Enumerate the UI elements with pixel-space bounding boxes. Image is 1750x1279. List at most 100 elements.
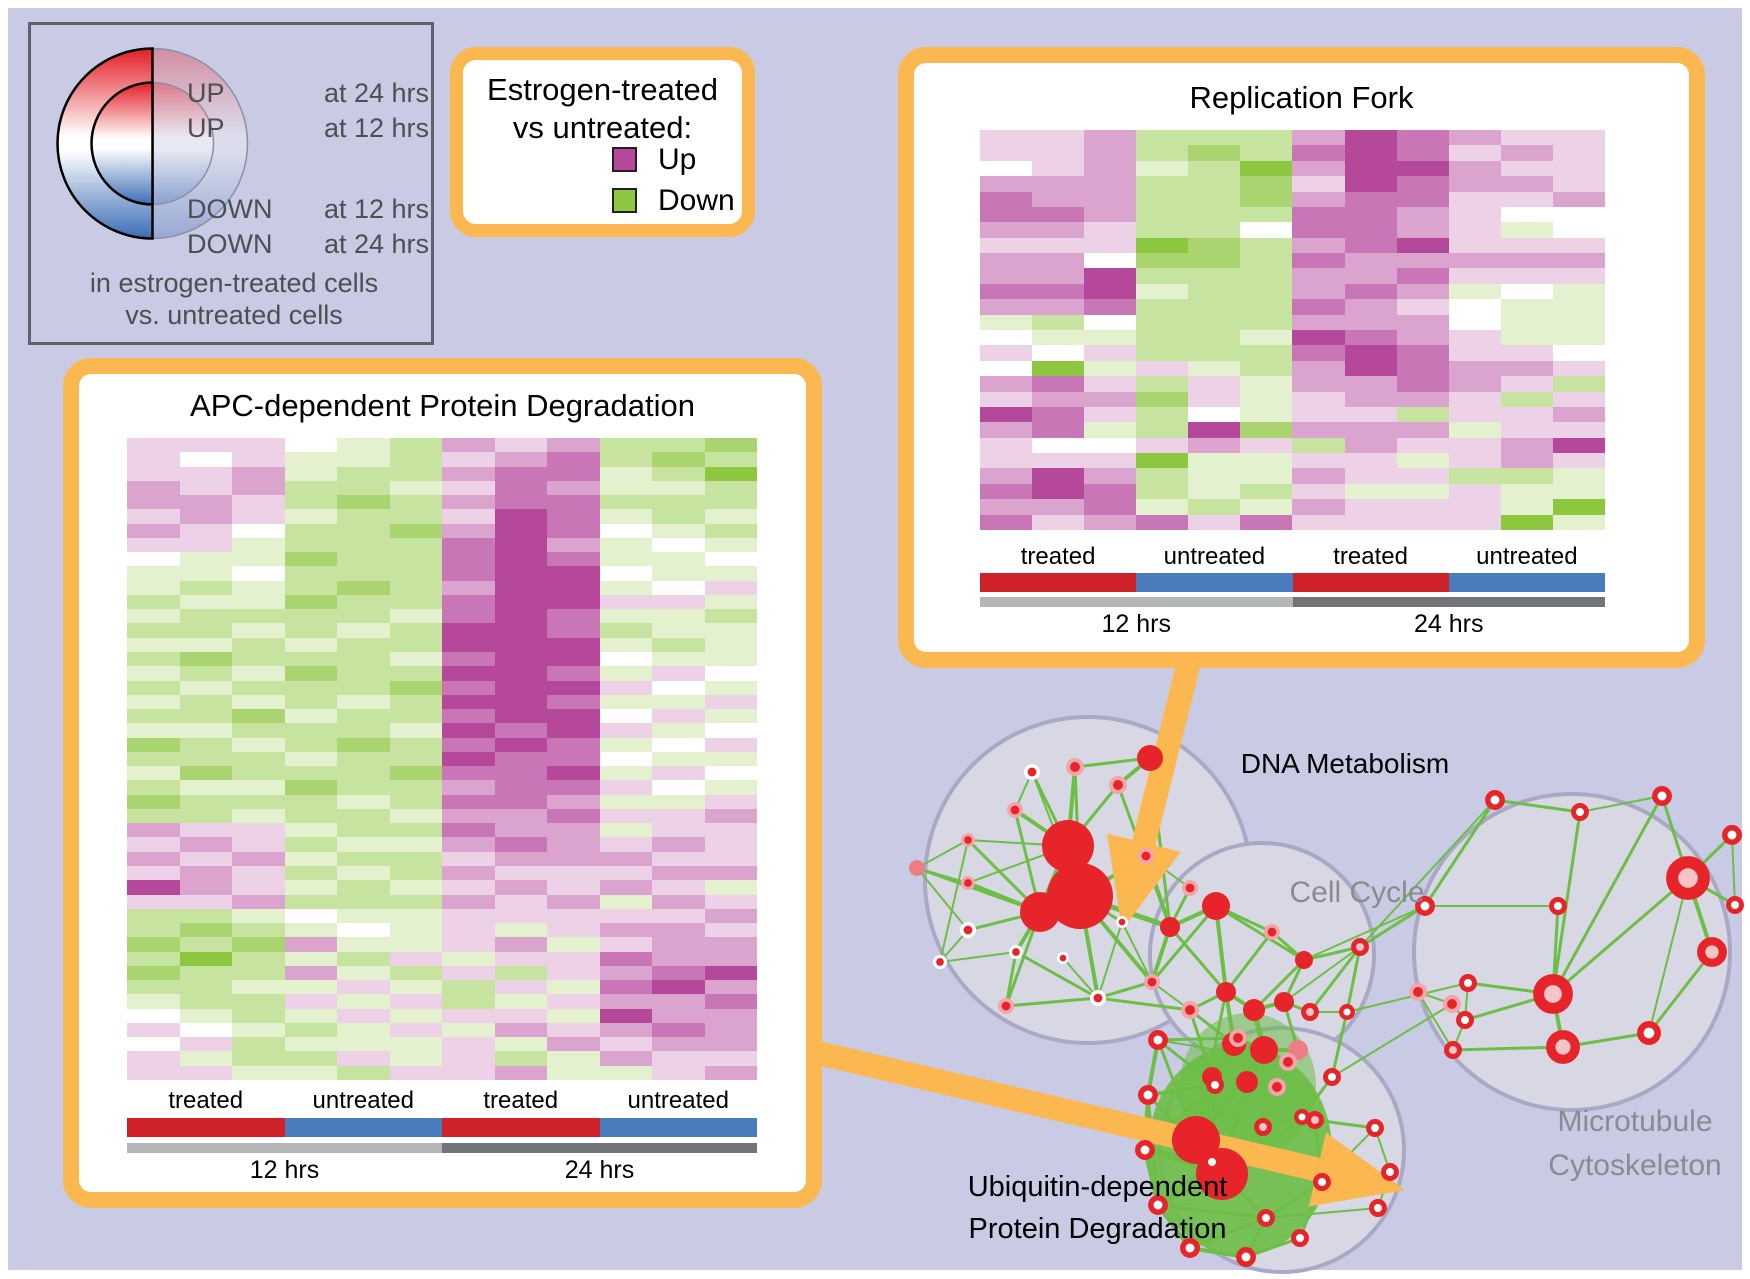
ring-legend-up-24-dir: UP <box>187 78 225 108</box>
heatmap-cell <box>389 1065 442 1080</box>
network-node-solid <box>1216 982 1236 1002</box>
heatmap-cell <box>232 623 285 638</box>
heatmap-cell <box>1396 268 1449 284</box>
heatmap-cell <box>389 1008 442 1023</box>
heatmap-cell <box>1292 299 1345 315</box>
network-node-solid <box>1042 820 1094 872</box>
heatmap-cell <box>704 1051 757 1066</box>
heatmap-cell <box>284 566 337 581</box>
heatmap-cell <box>284 965 337 981</box>
ring-legend-down-24-time: at 24 hrs <box>323 229 429 259</box>
network-edge <box>1494 798 1581 814</box>
heatmap-cell <box>1084 345 1137 361</box>
network-node-core <box>936 958 944 966</box>
network-node-core <box>1185 883 1195 893</box>
heatmap-cell <box>232 537 285 553</box>
heatmap-cell <box>442 637 495 652</box>
heatmap-cell <box>1292 222 1345 238</box>
heatmap-cell <box>1032 483 1085 500</box>
heatmap-cell <box>547 965 600 981</box>
heatmap-cell <box>284 637 337 652</box>
heatmap-cell <box>389 994 442 1009</box>
heatmap-cell <box>599 694 652 710</box>
heatmap-cell <box>1292 314 1345 330</box>
heatmap-cell <box>599 680 652 695</box>
heatmap-cell <box>127 908 180 924</box>
heatmap-cell <box>1032 437 1085 454</box>
heatmap-cell <box>1448 206 1501 223</box>
heatmap-cell <box>704 523 757 538</box>
heatmap-cell <box>232 466 285 481</box>
network-node-core <box>1185 1005 1195 1015</box>
heatmap-cell <box>599 851 652 866</box>
heatmap-cell <box>232 1022 285 1038</box>
heatmap-cell <box>1032 206 1085 223</box>
heatmap-cell <box>1448 222 1501 238</box>
heatmap-cell <box>494 894 547 909</box>
heatmap-cell <box>1292 130 1345 146</box>
heatmap-cell <box>599 537 652 553</box>
heatmap-cell <box>1084 130 1137 146</box>
heatmap-cell <box>599 552 652 567</box>
heatmap-cell <box>1500 206 1553 223</box>
heatmap-cell <box>652 751 705 767</box>
heatmap-cell <box>704 452 757 467</box>
down-color-swatch <box>612 188 637 213</box>
heatmap-cell <box>704 980 757 995</box>
heatmap-cell <box>179 438 232 453</box>
heatmap-cell <box>389 580 442 595</box>
heatmap-cell <box>127 466 180 481</box>
heatmap-cell <box>389 651 442 667</box>
heatmap-cell <box>232 865 285 881</box>
heatmap-cell <box>494 723 547 738</box>
heatmap-cell <box>1292 206 1345 223</box>
network-node-core <box>1118 918 1126 926</box>
network-edge <box>1157 1203 1267 1220</box>
network-node-core <box>1283 1057 1293 1067</box>
heatmap-cell <box>127 552 180 567</box>
heatmap-cell <box>1032 499 1085 515</box>
heatmap-cell <box>337 709 390 724</box>
heatmap-cell <box>1552 237 1605 254</box>
network-node-donut <box>1722 825 1742 845</box>
heatmap-cell <box>1344 160 1397 177</box>
heatmap-cell <box>284 837 337 852</box>
heatmap-cell <box>704 1008 757 1023</box>
heatmap-cell <box>652 594 705 610</box>
condition-bar-segment <box>127 1118 285 1137</box>
network-node-core <box>1001 1001 1011 1011</box>
heatmap-cell <box>704 766 757 781</box>
heatmap-cell <box>652 737 705 752</box>
heatmap-cell <box>284 794 337 809</box>
heatmap-cell <box>1188 191 1241 207</box>
heatmap-cell <box>1136 191 1189 207</box>
heatmap-cell <box>1136 130 1189 146</box>
heatmap-cell <box>179 751 232 767</box>
heatmap-cell <box>1552 206 1605 223</box>
heatmap-cell <box>337 1065 390 1080</box>
heatmap-cell <box>127 509 180 524</box>
heatmap-cell <box>547 452 600 467</box>
heatmap-cell <box>1136 422 1189 438</box>
heatmap-cell <box>389 609 442 624</box>
network-edge <box>1168 926 1228 993</box>
heatmap-cell <box>127 523 180 538</box>
heatmap-cell <box>1344 314 1397 330</box>
heatmap-cell <box>284 466 337 481</box>
heatmap-cell <box>337 594 390 610</box>
heatmap-cell <box>652 1065 705 1080</box>
heatmap-cell <box>599 994 652 1009</box>
heatmap-cell <box>337 837 390 852</box>
heatmap-cell <box>442 980 495 995</box>
heatmap-cell <box>232 837 285 852</box>
heatmap-cell <box>1500 360 1553 377</box>
heatmap-cell <box>652 723 705 738</box>
time-label: 24 hrs <box>564 1156 635 1184</box>
heatmap-cell <box>1448 253 1501 269</box>
heatmap-cell <box>1552 329 1605 346</box>
heatmap-cell <box>127 495 180 510</box>
heatmap-cell <box>442 609 495 624</box>
rf-time-bar <box>980 597 1605 607</box>
heatmap-cell <box>1448 422 1501 438</box>
heatmap-cell <box>442 466 495 481</box>
